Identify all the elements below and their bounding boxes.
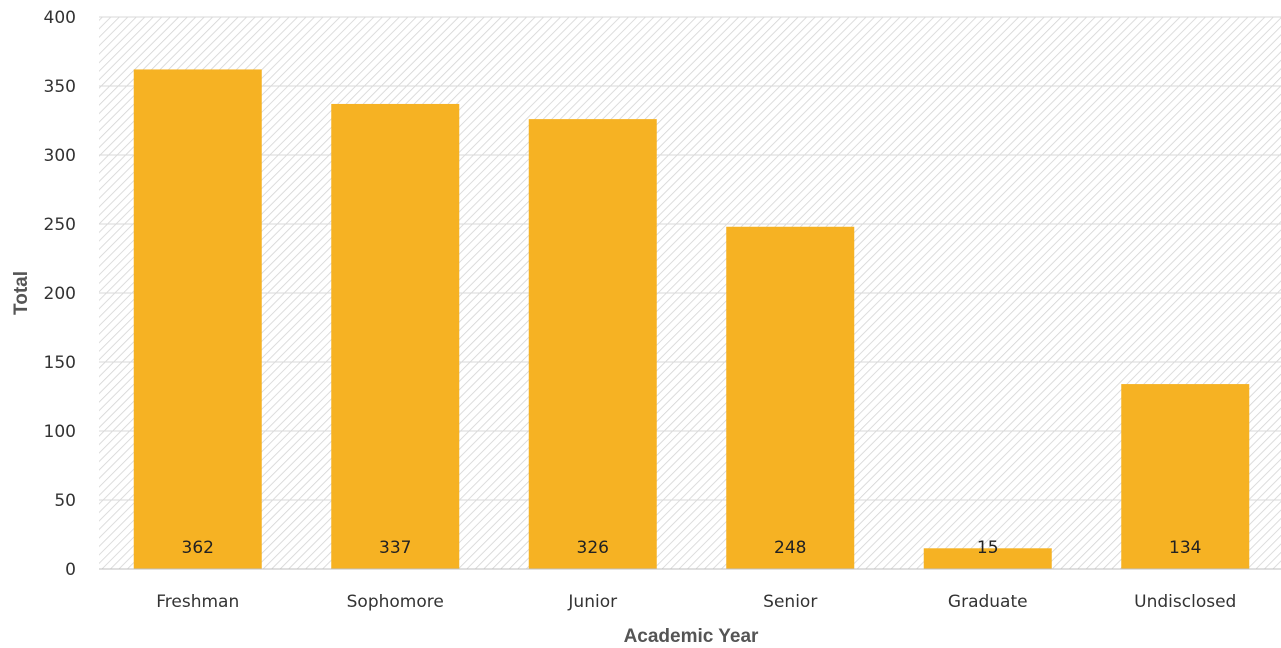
bar: [923, 548, 1052, 569]
bar-value-label: 15: [977, 538, 999, 558]
bar: [331, 103, 460, 569]
bar-value-label: 134: [1169, 538, 1201, 558]
bar-value-label: 362: [182, 538, 214, 558]
y-tick-label: 200: [44, 284, 76, 304]
x-category-label: Undisclosed: [1134, 592, 1236, 612]
y-tick-label: 100: [44, 422, 76, 442]
y-axis-title: Total: [11, 271, 32, 315]
y-tick-label: 0: [65, 560, 76, 580]
bars: [99, 69, 1281, 570]
bar-value-label: 248: [774, 538, 806, 558]
y-tick-label: 350: [44, 77, 76, 97]
bar: [1121, 384, 1250, 569]
x-category-label: Junior: [567, 592, 617, 612]
y-tick-label: 250: [44, 215, 76, 235]
bar-value-label: 326: [577, 538, 609, 558]
y-tick-label: 400: [44, 8, 76, 28]
y-tick-label: 50: [54, 491, 76, 511]
y-axis-ticks: 0 50 100 150 200 250 300 350 400: [44, 8, 76, 580]
x-category-label: Freshman: [156, 592, 239, 612]
category-labels: Freshman Sophomore Junior Senior Graduate Und…: [156, 592, 1236, 612]
data-labels: 362 337 326 248 15 134: [182, 538, 1202, 558]
bar: [528, 119, 657, 570]
bar-value-label: 337: [379, 538, 411, 558]
x-category-label: Senior: [763, 592, 817, 612]
y-tick-label: 150: [44, 353, 76, 373]
x-category-label: Graduate: [948, 592, 1028, 612]
x-category-label: Sophomore: [347, 592, 444, 612]
y-tick-label: 300: [44, 146, 76, 166]
x-axis-title: Academic Year: [624, 626, 759, 647]
bar: [726, 226, 855, 569]
bar: [133, 69, 262, 569]
